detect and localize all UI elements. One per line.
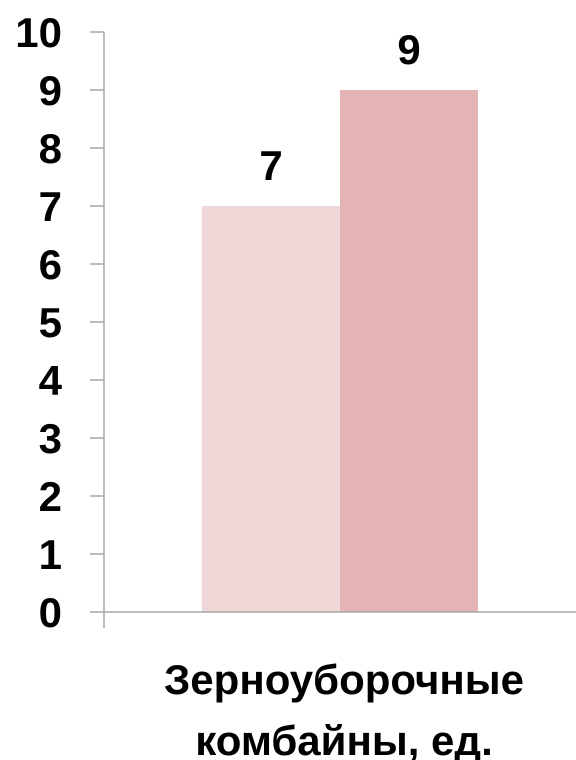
y-tick-label: 10 (15, 9, 62, 56)
y-tick-label: 1 (39, 531, 62, 578)
y-tick-label: 9 (39, 67, 62, 114)
data-label-series-2: 9 (397, 26, 420, 73)
y-tick-label: 4 (39, 357, 63, 404)
data-label-series-1: 7 (259, 142, 282, 189)
y-tick-label: 2 (39, 473, 62, 520)
y-tick-label: 8 (39, 125, 62, 172)
x-category-label-line-2: комбайны, ед. (195, 717, 492, 760)
bar-series-2 (340, 90, 478, 612)
bar-series-1 (202, 206, 340, 612)
bars (202, 90, 478, 612)
y-tick-label: 5 (39, 299, 62, 346)
y-tick-label: 0 (39, 589, 62, 636)
y-tick-label: 6 (39, 241, 62, 288)
x-category-label-line-1: Зерноуборочные (164, 656, 524, 703)
data-labels: 79 (259, 26, 420, 189)
y-axis: 0 1 2 3 4 5 6 7 8 9 10 (15, 9, 105, 636)
x-axis: Зерноуборочные комбайны, ед. (104, 611, 576, 760)
y-tick-label: 7 (39, 183, 62, 230)
y-tick-label: 3 (39, 415, 62, 462)
